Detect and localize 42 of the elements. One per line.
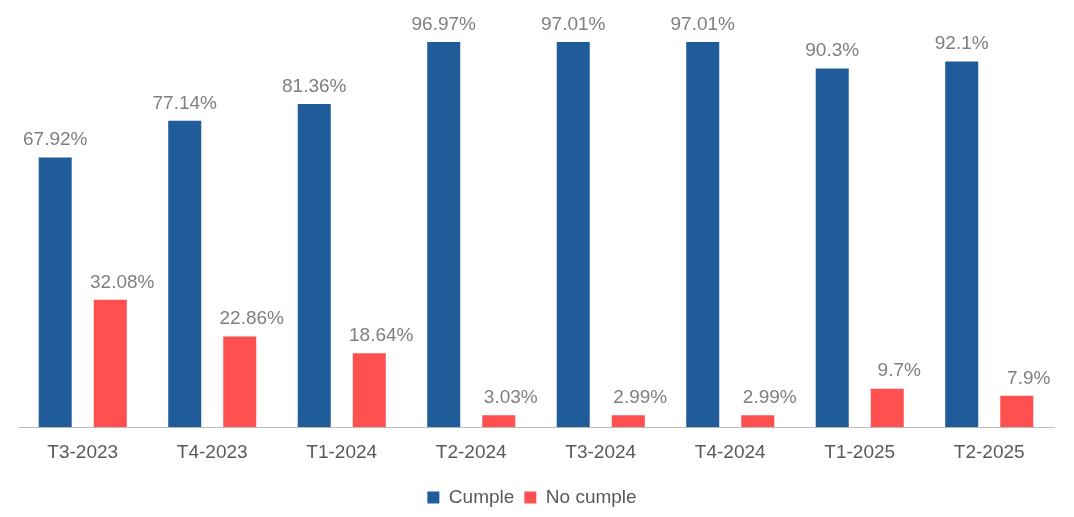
data-label: 97.01% <box>670 12 736 34</box>
data-label: 32.08% <box>90 270 155 292</box>
data-label: 97.01% <box>541 12 606 34</box>
bar <box>168 120 202 428</box>
data-label: 9.7% <box>877 359 922 381</box>
data-label: 92.1% <box>934 32 989 54</box>
bar <box>870 388 904 428</box>
data-label: 77.14% <box>152 91 218 113</box>
bar <box>556 41 590 428</box>
data-label: 3.03% <box>483 385 538 407</box>
data-label: 22.86% <box>219 307 285 329</box>
x-tick-label: T2-2025 <box>953 440 1025 462</box>
x-tick-label: T1-2025 <box>824 440 896 462</box>
x-tick-label: T2-2024 <box>435 440 508 462</box>
bar <box>611 415 645 428</box>
data-label: 96.97% <box>411 12 477 34</box>
bar <box>945 61 979 428</box>
x-tick-label: T3-2024 <box>565 440 637 462</box>
bar <box>482 415 516 428</box>
bar <box>815 68 849 428</box>
x-tick-label: T4-2024 <box>694 440 767 462</box>
bar <box>686 41 720 428</box>
bar <box>38 157 72 428</box>
bar <box>1000 395 1034 428</box>
bar <box>223 336 257 428</box>
data-label: 81.36% <box>282 74 347 96</box>
bar <box>427 42 461 428</box>
x-tick-label: T4-2023 <box>176 440 248 462</box>
x-tick-label: T1-2024 <box>306 440 378 462</box>
legend-label: No cumple <box>545 485 637 507</box>
bar <box>297 104 331 428</box>
data-label: 67.92% <box>23 128 88 150</box>
legend-label: Cumple <box>448 485 515 507</box>
data-label: 2.99% <box>613 386 668 408</box>
data-label: 18.64% <box>349 323 414 345</box>
data-label: 2.99% <box>742 386 797 408</box>
bar <box>352 353 386 428</box>
data-label: 7.9% <box>1007 366 1051 388</box>
bar <box>93 299 127 428</box>
data-label: 90.3% <box>805 39 860 61</box>
x-tick-label: T3-2023 <box>47 440 119 462</box>
bar <box>741 415 775 428</box>
